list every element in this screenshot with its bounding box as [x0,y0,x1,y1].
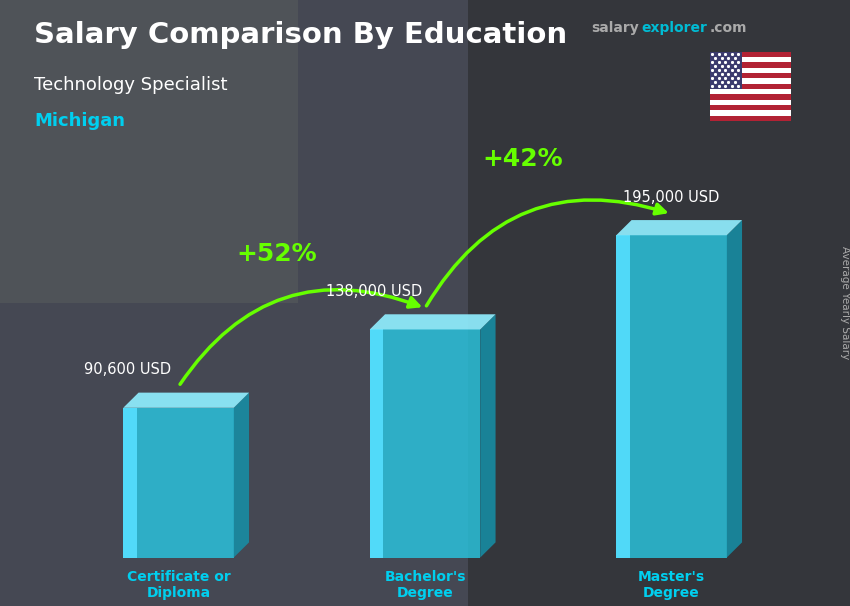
Text: +42%: +42% [483,147,563,171]
Polygon shape [123,393,249,408]
Bar [710,84,791,89]
Polygon shape [616,220,742,235]
Polygon shape [468,0,850,606]
Polygon shape [480,315,496,558]
Polygon shape [727,220,742,558]
Text: Salary Comparison By Education: Salary Comparison By Education [34,21,567,49]
Text: .com: .com [710,21,747,35]
Bar [710,57,791,62]
FancyArrowPatch shape [180,290,419,384]
Text: 90,600 USD: 90,600 USD [84,362,171,378]
Bar [710,95,791,100]
Text: +52%: +52% [236,242,316,265]
Text: salary: salary [591,21,638,35]
Text: explorer: explorer [642,21,707,35]
Text: Bachelor's
Degree: Bachelor's Degree [384,570,466,600]
Bar [710,78,791,84]
Bar [710,52,742,89]
Bar [710,116,791,121]
Bar [710,62,791,68]
Bar [710,110,791,116]
Polygon shape [370,315,496,330]
Polygon shape [234,393,249,558]
Bar [710,89,791,95]
Polygon shape [370,330,480,558]
Text: Certificate or
Diploma: Certificate or Diploma [127,570,230,600]
Bar [710,52,791,57]
Polygon shape [123,408,234,558]
Text: Master's
Degree: Master's Degree [638,570,705,600]
Polygon shape [616,235,727,558]
Text: 138,000 USD: 138,000 USD [326,284,422,299]
Polygon shape [123,408,137,558]
Polygon shape [616,235,630,558]
Polygon shape [370,330,383,558]
Bar [710,105,791,110]
FancyArrowPatch shape [427,200,666,306]
Text: Michigan: Michigan [34,112,125,130]
Bar [710,100,791,105]
Text: 195,000 USD: 195,000 USD [623,190,720,205]
Text: Technology Specialist: Technology Specialist [34,76,228,94]
Bar [710,73,791,78]
Bar [710,68,791,73]
Text: Average Yearly Salary: Average Yearly Salary [840,247,850,359]
Polygon shape [0,0,298,303]
